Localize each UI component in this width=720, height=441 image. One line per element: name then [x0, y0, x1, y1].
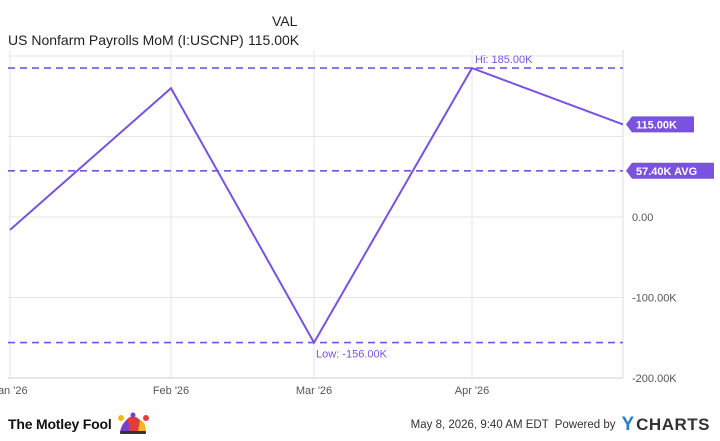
x-tick-label: Jan '26 [0, 385, 28, 397]
footer-attribution: May 8, 2026, 9:40 AM EDT Powered by Y CH… [411, 414, 710, 436]
y-tick-label: -100.00K [632, 293, 677, 305]
legend-column-header: VAL [272, 13, 298, 29]
series-line [9, 66, 624, 345]
last-value-tag [626, 116, 694, 133]
average-tag-label: 57.40K AVG [636, 166, 697, 178]
ycharts-wordmark: CHARTS [636, 415, 710, 434]
jester-hat-icon [117, 412, 149, 434]
ycharts-y-letter: Y [621, 414, 635, 435]
x-tick-label: Mar '26 [296, 385, 332, 397]
last-value-tag-label: 115.00K [636, 119, 677, 131]
footer-powered-by: Powered by [554, 419, 616, 431]
average-tag [626, 162, 714, 179]
legend-series-name: US Nonfarm Payrolls MoM (I:USCNP) [8, 32, 244, 48]
y-tick-label: -200.00K [632, 373, 677, 385]
high-label: Hi: 185.00K [475, 54, 533, 66]
legend-series-value: 115.00K [248, 32, 300, 48]
y-tick-label: 0.00 [632, 212, 653, 224]
x-tick-label: Apr '26 [455, 385, 490, 397]
motley-fool-logo: The Motley Fool [8, 412, 150, 436]
ycharts-logo: Y CHARTS [621, 414, 710, 436]
low-label: Low: -156.00K [316, 349, 388, 361]
brand-name: The Motley Fool [8, 416, 112, 432]
footer-timestamp: May 8, 2026, 9:40 AM EDT [410, 419, 549, 431]
x-tick-label: Feb '26 [153, 385, 189, 397]
